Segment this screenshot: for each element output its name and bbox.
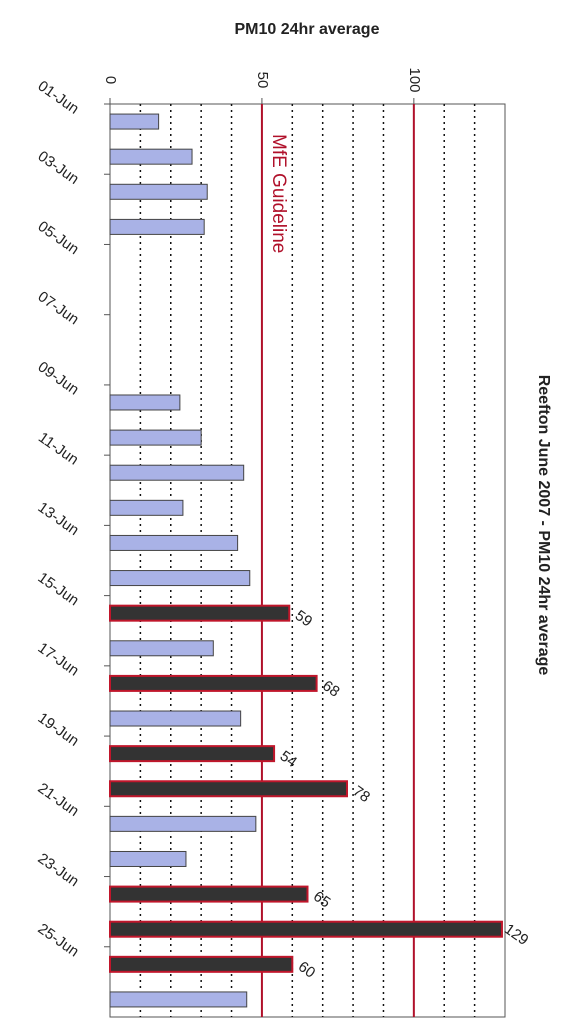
bar (109, 394, 181, 411)
bar (109, 499, 184, 516)
data-label: 60 (295, 958, 318, 981)
bar (109, 604, 291, 622)
bar (109, 815, 257, 832)
data-label: 68 (319, 677, 342, 700)
reference-label: MfE Guideline (268, 134, 289, 253)
bar (109, 710, 242, 727)
bar (109, 183, 208, 200)
chart-title: Reefton June 2007 - PM10 24hr average (535, 375, 552, 676)
data-label: 78 (350, 783, 373, 806)
bar (109, 780, 348, 798)
bar (109, 148, 193, 165)
bar (109, 991, 248, 1008)
data-label: 54 (277, 747, 300, 770)
bar (109, 218, 205, 235)
plot-frame (109, 103, 506, 1018)
x-tick-label: 50 (254, 72, 271, 89)
axis-label: PM10 24hr average (235, 21, 380, 38)
bar (109, 920, 503, 938)
x-tick-label: 100 (406, 67, 423, 92)
bar (109, 113, 160, 130)
bar (109, 464, 245, 481)
bar (109, 745, 276, 763)
bar (109, 570, 251, 587)
bar (109, 850, 187, 867)
data-label: 65 (310, 888, 333, 911)
x-tick-label: 0 (102, 76, 119, 84)
bar (109, 534, 239, 551)
bar (109, 429, 202, 446)
bar (109, 885, 309, 903)
bar (109, 640, 214, 657)
data-label: 59 (292, 607, 315, 630)
bar (109, 955, 294, 973)
bar (109, 674, 318, 692)
